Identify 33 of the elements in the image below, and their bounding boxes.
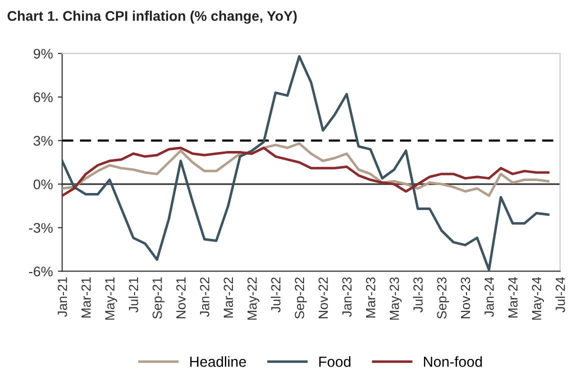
x-tick-label: Jan-22 [200, 277, 210, 317]
y-tick-label: 6% [34, 92, 53, 102]
legend-label: Non-food [424, 356, 482, 367]
x-tick-label: May-21 [105, 277, 118, 320]
x-tick-label: Sep-21 [152, 277, 165, 319]
y-tick-label: -6% [29, 266, 53, 276]
x-tick-label: Jul-23 [413, 277, 423, 313]
x-tick-label: Nov-21 [176, 277, 186, 318]
x-tick-label: Jan-23 [342, 277, 352, 317]
y-tick-label: 3% [34, 136, 53, 146]
x-tick-label: Jan-21 [58, 277, 68, 317]
legend-label: Food [319, 356, 350, 367]
x-tick-label: Nov-23 [460, 277, 470, 318]
x-tick-label: May-22 [247, 277, 260, 320]
x-tick-label: Jul-24 [555, 277, 565, 313]
y-tick-label: 0% [34, 179, 53, 190]
x-tick-label: Mar-24 [508, 277, 518, 318]
x-tick-label: Mar-22 [224, 277, 234, 318]
line-series [62, 55, 550, 272]
x-tick-label: Mar-21 [81, 277, 91, 318]
x-tick-label: Jan-24 [484, 277, 494, 317]
x-tick-label: Sep-23 [437, 277, 450, 319]
x-tick-label: Mar-23 [366, 277, 376, 318]
x-tick-label: Nov-22 [318, 277, 328, 318]
chart-title: Chart 1. China CPI inflation (% change, YoY) [8, 10, 297, 24]
x-tick-label: May-24 [532, 277, 544, 320]
x-tick-label: Jul-21 [128, 277, 138, 313]
y-tick-label: -3% [29, 223, 53, 233]
x-tick-label: Sep-22 [294, 277, 307, 319]
x-tick-label: Jul-22 [270, 277, 280, 313]
x-tick-label: May-23 [390, 277, 402, 320]
legend-label: Headline [190, 356, 246, 367]
y-tick-label: 9% [34, 48, 53, 59]
